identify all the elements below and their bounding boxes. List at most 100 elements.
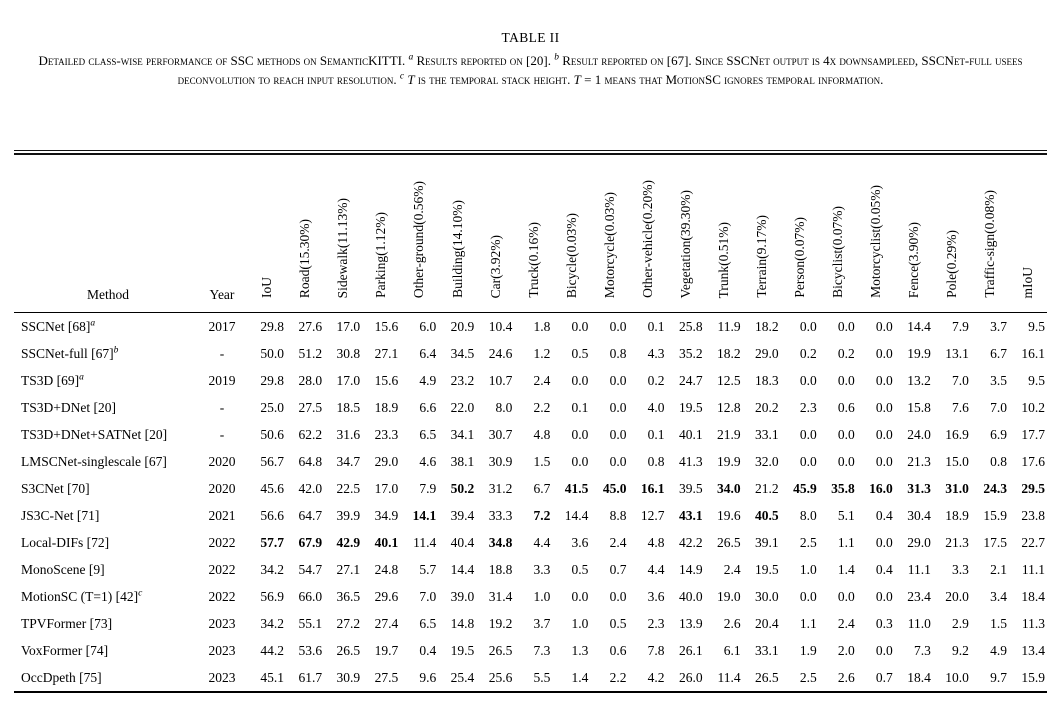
value-cell: 23.2	[450, 372, 475, 388]
table-row: OccDpeth [75] 2023 45.1 61.7 30.9 27.5 9.6 25.4…	[14, 664, 1047, 692]
value-cell: 3.7	[533, 615, 551, 631]
value-cell: 16.1	[1021, 345, 1045, 361]
caption-text-segment: Detailed class-wise performance of SSC m…	[38, 53, 409, 68]
table-row: MotionSC (T=1) [42]c 2022 56.9 66.0 36.5 29.6…	[14, 583, 1047, 610]
value-cell: 4.8	[533, 426, 551, 442]
value-cell: 9.5	[1028, 372, 1045, 388]
value-cell: 17.0	[374, 480, 399, 496]
value-cell: 3.7	[990, 318, 1007, 334]
value-cell: 0.0	[799, 453, 817, 469]
value-cell: 42.2	[678, 534, 703, 550]
value-cell: 19.7	[374, 642, 399, 658]
value-cell: 2.2	[533, 399, 551, 415]
column-header-label: Pole(0.29%)	[944, 230, 960, 298]
value-cell: 19.5	[755, 561, 779, 577]
value-cell: 0.0	[799, 426, 817, 442]
value-cell: 17.0	[336, 318, 361, 334]
column-header-label: Building(14.10%)	[449, 200, 465, 298]
column-header: Road(15.30%)	[286, 155, 324, 313]
value-cell: 64.7	[298, 507, 323, 523]
results-table: Method Year IoU Road(15.30%) Sidewalk(11.1…	[14, 155, 1047, 693]
value-cell: 18.9	[945, 507, 969, 523]
value-cell: 26.5	[336, 642, 361, 658]
value-cell: 25.0	[260, 399, 285, 415]
value-cell: 2.4	[723, 561, 741, 577]
value-cell: 15.8	[907, 399, 931, 415]
value-cell: 31.3	[907, 480, 931, 496]
value-cell: 34.2	[260, 615, 285, 631]
year-cell: 2019	[208, 372, 236, 388]
value-cell: 26.5	[488, 642, 513, 658]
value-cell: 2.4	[837, 615, 855, 631]
value-cell: 27.5	[298, 399, 323, 415]
value-cell: 30.4	[907, 507, 931, 523]
value-cell: 40.4	[450, 534, 475, 550]
value-cell: 9.7	[990, 669, 1007, 685]
value-cell: 27.4	[374, 615, 399, 631]
value-cell: 23.3	[374, 426, 399, 442]
value-cell: 10.7	[488, 372, 513, 388]
value-cell: 3.5	[990, 372, 1007, 388]
value-cell: 0.0	[875, 345, 893, 361]
value-cell: 30.9	[488, 453, 513, 469]
value-cell: 27.6	[298, 318, 323, 334]
value-cell: 39.9	[336, 507, 361, 523]
table-row: TPVFormer [73] 2023 34.2 55.1 27.2 27.4 6.5 14.…	[14, 610, 1047, 637]
value-cell: 0.0	[609, 588, 627, 604]
value-cell: 31.0	[945, 480, 969, 496]
value-cell: 34.0	[716, 480, 741, 496]
value-cell: 56.7	[260, 453, 285, 469]
value-cell: 6.5	[419, 426, 437, 442]
value-cell: 29.8	[260, 372, 285, 388]
value-cell: 20.4	[755, 615, 779, 631]
value-cell: 43.1	[678, 507, 703, 523]
value-cell: 1.4	[571, 669, 589, 685]
value-cell: 35.8	[831, 480, 855, 496]
value-cell: 2.6	[837, 669, 855, 685]
value-cell: 44.2	[260, 642, 285, 658]
column-header: Car(3.92%)	[476, 155, 514, 313]
value-cell: 0.7	[875, 669, 893, 685]
year-cell: 2023	[208, 615, 236, 631]
value-cell: 64.8	[298, 453, 323, 469]
value-cell: 9.6	[419, 669, 437, 685]
value-cell: 30.8	[336, 345, 361, 361]
value-cell: 39.5	[678, 480, 703, 496]
value-cell: 0.4	[419, 642, 437, 658]
value-cell: 31.2	[488, 480, 513, 496]
column-header: Pole(0.29%)	[933, 155, 971, 313]
method-footnote-mark: c	[138, 588, 143, 598]
value-cell: 1.2	[533, 345, 551, 361]
value-cell: 24.7	[678, 372, 703, 388]
table-row: JS3C-Net [71] 2021 56.6 64.7 39.9 34.9 14.1 39.…	[14, 502, 1047, 529]
value-cell: 4.8	[647, 534, 665, 550]
table-row: TS3D [69]a 2019 29.8 28.0 17.0 15.6 4.9 23.2 10.…	[14, 367, 1047, 394]
value-cell: 31.4	[488, 588, 513, 604]
caption-text-segment: Result reported on [67]. Since SSCNet ou…	[177, 53, 1023, 88]
year-cell: 2023	[208, 642, 236, 658]
value-cell: 24.0	[907, 426, 931, 442]
value-cell: 3.4	[990, 588, 1007, 604]
value-cell: 11.4	[413, 534, 437, 550]
column-header: Bicyclist(0.07%)	[819, 155, 857, 313]
value-cell: 8.0	[799, 507, 817, 523]
method-column-header: Method	[87, 287, 129, 302]
value-cell: 18.9	[374, 399, 399, 415]
value-cell: 0.0	[609, 399, 627, 415]
method-cell: Local-DIFs [72]	[21, 534, 110, 550]
value-cell: 0.8	[990, 453, 1007, 469]
value-cell: 62.2	[298, 426, 323, 442]
column-header: Vegetation(39.30%)	[667, 155, 705, 313]
value-cell: 3.6	[571, 534, 589, 550]
value-cell: 16.9	[945, 426, 969, 442]
value-cell: 0.5	[571, 345, 589, 361]
column-header-label: Parking(1.12%)	[373, 212, 389, 298]
value-cell: 4.3	[647, 345, 665, 361]
value-cell: 1.5	[533, 453, 551, 469]
value-cell: 29.0	[374, 453, 399, 469]
value-cell: 11.3	[1021, 615, 1045, 631]
header-row: Method Year IoU Road(15.30%) Sidewalk(11.1…	[14, 155, 1047, 313]
value-cell: 0.4	[875, 561, 893, 577]
column-header-label: Sidewalk(11.13%)	[335, 197, 351, 298]
year-cell: 2022	[208, 588, 236, 604]
